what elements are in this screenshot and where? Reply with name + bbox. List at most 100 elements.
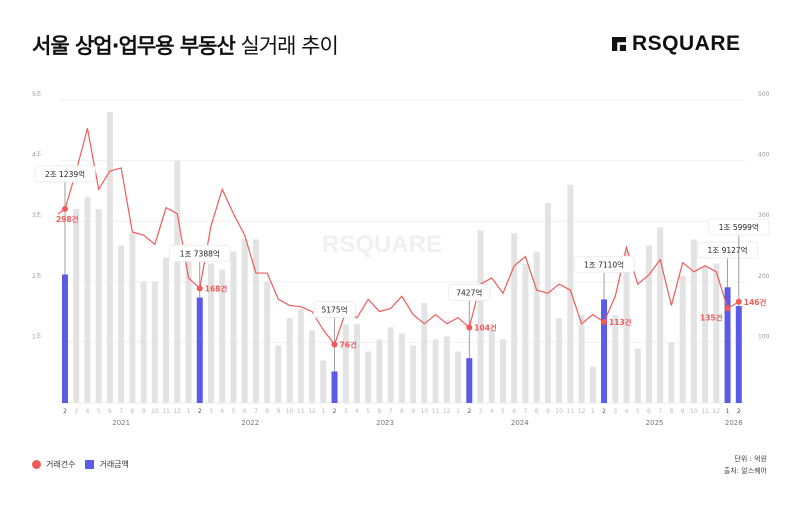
month-tick: 8 (670, 408, 674, 415)
bar (567, 184, 574, 403)
bar (556, 318, 563, 403)
count-line (57, 128, 740, 346)
bar (174, 160, 181, 403)
left-axis-tick: 3조 (32, 212, 42, 219)
count-point (735, 298, 742, 305)
highlight-bar (62, 274, 68, 403)
bar (264, 281, 271, 403)
rsquare-logo: RSQUARE (612, 33, 741, 54)
month-tick: 4 (220, 408, 224, 415)
highlight-bar (735, 306, 742, 403)
month-tick: 6 (243, 408, 247, 415)
month-tick: 6 (512, 408, 516, 415)
month-tick: 5 (232, 408, 236, 415)
month-tick: 4 (355, 408, 359, 415)
highlight-bar (724, 287, 731, 403)
bar (286, 318, 293, 403)
amount-callout (169, 244, 231, 262)
amount-label: 1조 7388억 (180, 249, 220, 258)
month-tick: 1 (187, 408, 191, 415)
amount-label: 1조 5999억 (719, 223, 759, 232)
month-tick: 5 (97, 408, 101, 415)
month-tick: 1 (726, 408, 730, 415)
bar (118, 245, 125, 403)
square-icon (85, 460, 95, 469)
bar (679, 275, 686, 403)
amount-label: 5175억 (322, 306, 348, 315)
bar (275, 345, 282, 403)
bar (353, 324, 360, 403)
count-label: 135건 (700, 313, 723, 323)
bar (241, 239, 248, 403)
bar (207, 263, 214, 403)
bar (185, 245, 192, 403)
bar (163, 257, 170, 403)
bar (668, 342, 675, 403)
bar (230, 251, 237, 403)
month-tick: 3 (344, 408, 348, 415)
bar (634, 348, 641, 403)
month-tick: 10 (555, 408, 563, 415)
year-label: 2024 (511, 419, 529, 427)
month-tick: 4 (625, 408, 629, 415)
count-point (601, 318, 608, 325)
highlight-bar (331, 371, 338, 403)
circle-icon (32, 460, 41, 469)
month-tick: 12 (578, 408, 586, 415)
count-point (724, 305, 731, 312)
year-label: 2021 (112, 419, 130, 427)
month-tick: 4 (490, 408, 494, 415)
bar (702, 266, 709, 403)
month-tick: 9 (546, 408, 550, 415)
month-tick: 1 (591, 408, 595, 415)
month-tick: 3 (613, 408, 617, 415)
right-axis-tick: 500 (758, 91, 770, 98)
right-axis-tick: 200 (758, 273, 770, 280)
bar (84, 196, 91, 403)
month-tick: 12 (173, 408, 181, 415)
right-axis-tick: 100 (758, 333, 770, 340)
right-axis-tick: 400 (758, 152, 770, 159)
count-label: 146건 (744, 297, 767, 307)
month-tick: 8 (400, 408, 404, 415)
year-label: 2026 (725, 419, 743, 427)
month-tick: 8 (130, 408, 134, 415)
bar (365, 351, 372, 403)
count-point (466, 324, 473, 331)
bar (533, 251, 540, 403)
month-tick: 2 (198, 408, 202, 415)
bar (522, 263, 529, 403)
bar (106, 112, 113, 404)
count-label: 76건 (340, 340, 357, 350)
left-axis-tick: 2조 (32, 273, 42, 280)
highlight-bar (196, 297, 203, 403)
month-tick: 7 (119, 408, 123, 415)
bar (477, 230, 484, 403)
bar (589, 366, 596, 403)
bar (623, 251, 630, 403)
bar (309, 330, 316, 403)
bar (443, 336, 450, 403)
highlight-bar (601, 299, 608, 403)
bar (140, 281, 147, 403)
bar (421, 303, 428, 403)
amount-callout (313, 301, 356, 319)
amount-label: 2조 1239억 (45, 170, 85, 179)
month-tick: 9 (276, 408, 280, 415)
count-point (196, 285, 203, 292)
month-tick: 6 (647, 408, 651, 415)
month-tick: 8 (265, 408, 269, 415)
amount-callout (34, 165, 96, 183)
month-tick: 2 (737, 408, 741, 415)
month-tick: 5 (501, 408, 505, 415)
month-tick: 9 (681, 408, 685, 415)
bar (713, 263, 720, 403)
bar (511, 233, 518, 403)
month-tick: 5 (366, 408, 370, 415)
bar (297, 309, 304, 403)
year-label: 2022 (241, 419, 259, 427)
bar (645, 245, 652, 403)
legend-label: 거래건수 (46, 460, 76, 469)
bar (455, 351, 462, 403)
count-label: 298건 (56, 214, 79, 224)
